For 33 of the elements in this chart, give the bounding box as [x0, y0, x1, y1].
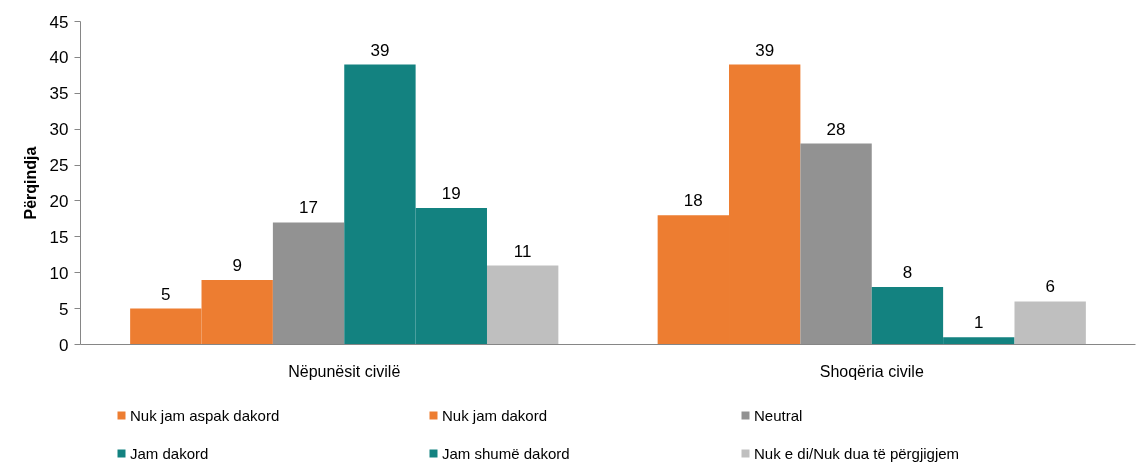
y-tick-label: 20 — [49, 191, 69, 211]
y-tick-label: 40 — [49, 48, 69, 68]
data-label: 8 — [902, 263, 913, 283]
x-tick-label: Nëpunësit civilë — [288, 362, 401, 380]
y-tick-label: 35 — [49, 84, 69, 104]
data-label: 17 — [299, 198, 319, 218]
legend-label: Nuk jam dakord — [442, 405, 549, 426]
legend-label: Nuk jam aspak dakord — [130, 405, 281, 426]
y-tick-label: 15 — [49, 227, 69, 247]
legend-label: Jam shumë dakord — [442, 443, 571, 464]
data-label: 5 — [161, 284, 171, 304]
y-tick-label: 0 — [59, 335, 69, 355]
y-axis-title: Përqindja — [21, 146, 39, 220]
y-tick-label: 10 — [49, 263, 69, 283]
data-label: 39 — [755, 40, 775, 60]
legend-label: Nuk e di/Nuk dua të përgjigjem — [754, 443, 961, 464]
data-label: 18 — [683, 191, 703, 211]
y-tick-label: 30 — [49, 120, 69, 140]
bar — [486, 265, 559, 345]
data-label: 9 — [232, 255, 242, 275]
data-label: 6 — [1045, 277, 1055, 297]
y-tick-label: 5 — [59, 299, 69, 319]
legend-label: Neutral — [754, 405, 804, 426]
x-tick-label: Shoqëria civile — [819, 362, 924, 380]
y-tick-label: 45 — [49, 12, 69, 32]
data-label: 39 — [370, 40, 390, 60]
data-label: 28 — [826, 119, 846, 139]
data-label: 1 — [974, 313, 984, 333]
data-label: 19 — [441, 184, 461, 204]
y-tick-label: 25 — [49, 156, 69, 176]
legend-label: Jam dakord — [130, 443, 210, 464]
data-label: 11 — [513, 241, 532, 261]
bar — [1014, 301, 1086, 345]
